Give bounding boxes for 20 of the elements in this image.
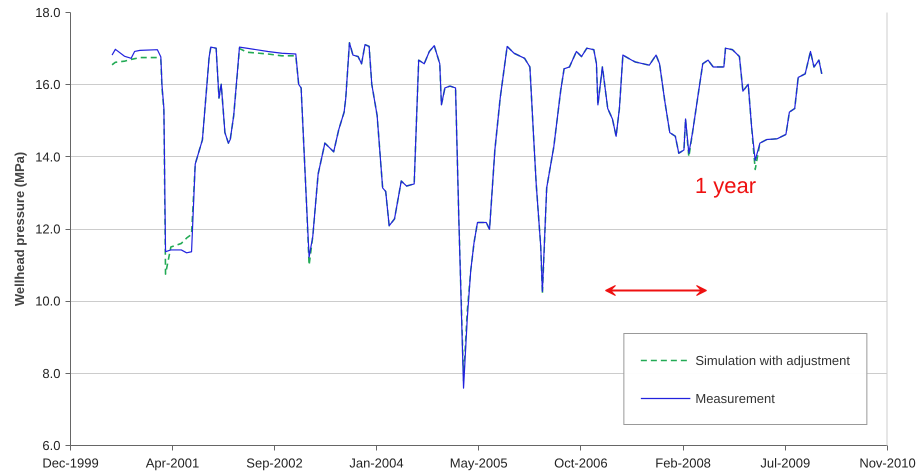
x-tick-label: Jan-2004 [349,456,404,470]
y-tick-label: 18.0 [35,5,61,20]
y-tick-label: 10.0 [35,294,61,309]
x-tick-label: Sep-2002 [246,456,303,470]
legend-label: Simulation with adjustment [695,352,850,368]
x-tick-label: May-2005 [450,456,508,470]
x-tick-label: Dec-1999 [42,456,99,470]
legend-label: Measurement [695,390,775,406]
x-tick-label: Nov-2010 [859,456,916,470]
y-tick-label: 6.0 [42,438,61,453]
x-tick-label: Jul-2009 [760,456,810,470]
y-tick-label: 16.0 [35,77,61,92]
y-tick-label: 8.0 [42,366,61,381]
x-tick-label: Oct-2006 [554,456,608,470]
y-axis-title: Wellhead pressure (MPa) [12,152,28,306]
annotation: 1 year [694,173,756,198]
x-tick-label: Apr-2001 [146,456,200,470]
y-tick-label: 14.0 [35,149,61,164]
y-tick-label: 12.0 [35,222,61,236]
x-tick-label: Feb-2008 [655,456,711,470]
